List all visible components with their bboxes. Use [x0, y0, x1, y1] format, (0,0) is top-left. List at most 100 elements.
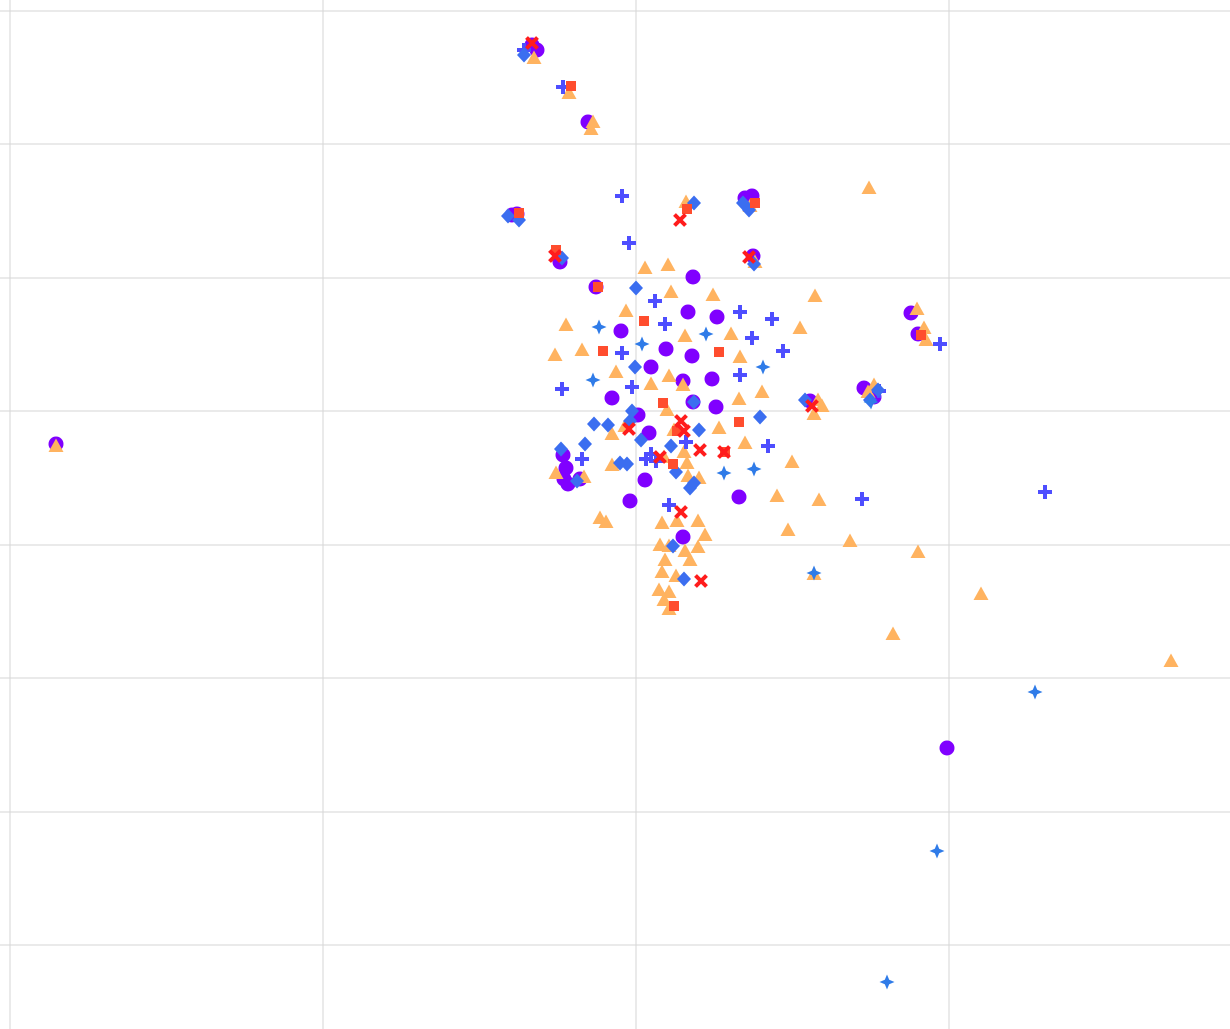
data-point-triangle — [676, 444, 692, 458]
data-point-triangle — [660, 257, 676, 271]
data-point-triangle — [669, 513, 685, 527]
data-point-triangle — [561, 85, 577, 99]
data-point-diamond — [554, 441, 568, 457]
data-point-star4 — [591, 319, 607, 335]
data-point-triangle — [754, 384, 770, 398]
data-points — [48, 36, 1179, 990]
data-point-plus — [745, 331, 759, 345]
data-point-diamond — [501, 208, 515, 224]
data-point-circle — [613, 323, 629, 339]
data-point-cross — [694, 574, 708, 588]
data-point-star4 — [929, 843, 945, 859]
series-cross — [525, 36, 819, 588]
data-point-triangle — [973, 586, 989, 600]
data-point-triangle — [682, 552, 698, 566]
data-point-square — [672, 426, 682, 436]
data-point-diamond — [517, 47, 531, 63]
data-point-triangle — [654, 515, 670, 529]
data-point-triangle — [885, 626, 901, 640]
data-point-triangle — [657, 552, 673, 566]
data-point-plus — [625, 380, 639, 394]
data-point-star4 — [585, 372, 601, 388]
data-point-square — [916, 330, 926, 340]
data-point-plus — [776, 344, 790, 358]
data-point-triangle — [697, 527, 713, 541]
data-point-diamond — [677, 571, 691, 587]
data-point-plus — [933, 337, 947, 351]
data-point-plus — [765, 312, 779, 326]
data-point-diamond — [664, 438, 678, 454]
data-point-triangle — [705, 287, 721, 301]
data-point-square — [598, 346, 608, 356]
data-point-diamond — [601, 417, 615, 433]
data-point-triangle — [792, 320, 808, 334]
data-point-triangle — [909, 301, 925, 315]
data-point-triangle — [677, 328, 693, 342]
data-point-triangle — [711, 420, 727, 434]
data-point-diamond — [613, 455, 627, 471]
data-point-diamond — [692, 422, 706, 438]
data-point-triangle — [807, 288, 823, 302]
data-point-plus — [733, 368, 747, 382]
data-point-circle — [939, 740, 955, 756]
data-point-cross — [622, 422, 636, 436]
data-point-triangle — [814, 398, 830, 412]
data-point-triangle — [661, 368, 677, 382]
data-point-diamond — [578, 436, 592, 452]
data-point-triangle — [643, 376, 659, 390]
data-point-triangle — [806, 406, 822, 420]
data-point-triangle — [679, 455, 695, 469]
data-point-plus — [662, 498, 676, 512]
data-point-triangle — [784, 454, 800, 468]
data-point-triangle — [526, 50, 542, 64]
data-point-cross — [677, 424, 691, 438]
data-point-triangle — [661, 584, 677, 598]
data-point-triangle — [604, 457, 620, 471]
data-point-diamond — [871, 382, 885, 398]
data-point-plus — [733, 305, 747, 319]
data-point-triangle — [1163, 653, 1179, 667]
data-point-star4 — [806, 565, 822, 581]
data-point-circle — [708, 399, 724, 415]
data-point-circle — [709, 309, 725, 325]
data-point-triangle — [811, 492, 827, 506]
data-point-star4 — [746, 461, 762, 477]
data-point-triangle — [654, 564, 670, 578]
data-point-square — [566, 81, 576, 91]
data-point-diamond — [687, 394, 701, 410]
data-point-circle — [637, 472, 653, 488]
data-point-square — [734, 417, 744, 427]
data-point-square — [551, 245, 561, 255]
data-point-star4 — [698, 326, 714, 342]
data-point-diamond — [753, 409, 767, 425]
data-point-cross — [717, 445, 731, 459]
data-point-triangle — [663, 284, 679, 298]
data-point-diamond — [587, 416, 601, 432]
data-point-cross — [805, 399, 819, 413]
data-point-square — [714, 347, 724, 357]
data-point-star4 — [1027, 684, 1043, 700]
data-point-triangle — [659, 402, 675, 416]
data-point-circle — [685, 269, 701, 285]
data-point-triangle — [48, 438, 64, 452]
data-point-triangle — [910, 544, 926, 558]
data-point-triangle — [608, 364, 624, 378]
data-point-diamond — [625, 403, 639, 419]
data-point-diamond — [570, 473, 584, 489]
data-point-star4 — [634, 336, 650, 352]
data-point-triangle — [861, 180, 877, 194]
data-point-circle — [684, 348, 700, 364]
data-point-cross — [693, 443, 707, 457]
data-point-plus — [575, 452, 589, 466]
data-point-square — [639, 316, 649, 326]
data-point-plus — [658, 317, 672, 331]
data-point-plus — [639, 452, 653, 466]
data-point-plus — [1038, 485, 1052, 499]
data-point-triangle — [690, 539, 706, 553]
series-diamond — [501, 47, 885, 587]
data-point-cross — [525, 36, 539, 50]
data-point-cross — [674, 414, 688, 428]
data-point-triangle — [656, 592, 672, 606]
